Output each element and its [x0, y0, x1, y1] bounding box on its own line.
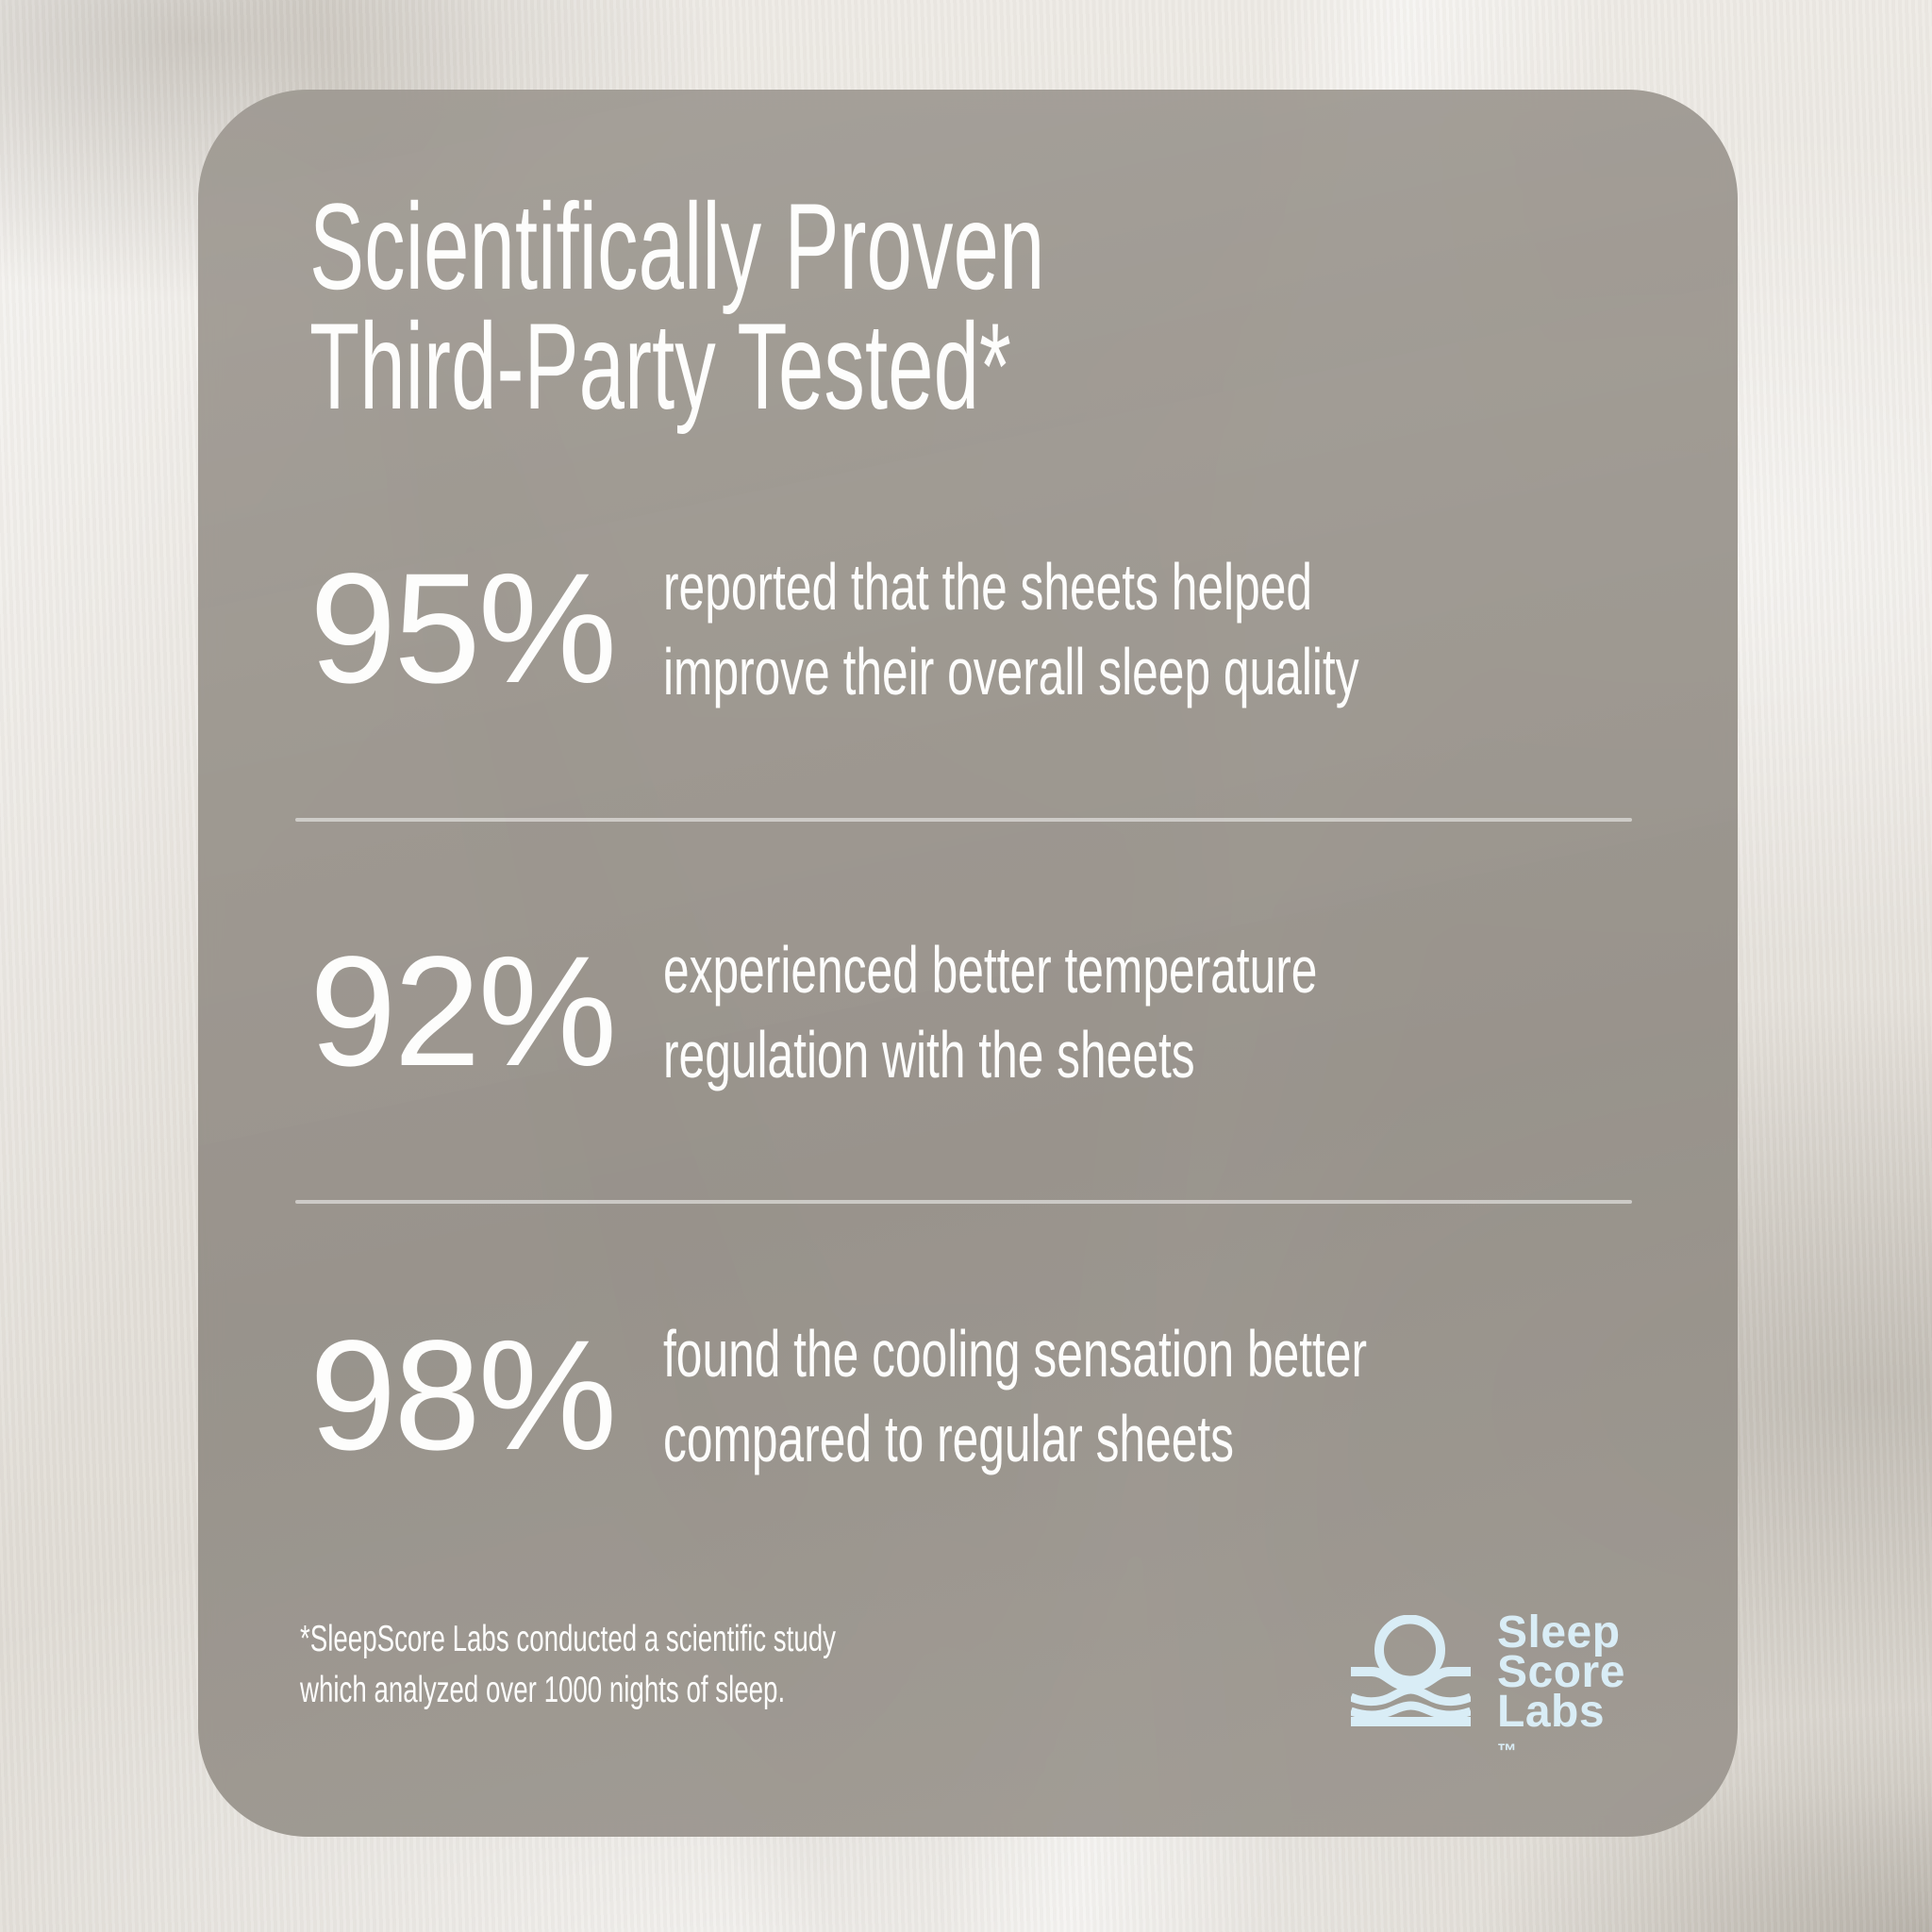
- title-line-2: Third-Party Tested*: [309, 297, 1011, 435]
- study-disclaimer: *SleepScore Labs conducted a scientific …: [300, 1614, 836, 1716]
- title-line-1: Scientifically Proven: [309, 177, 1045, 315]
- stat-desc-line: compared to regular sheets: [663, 1402, 1235, 1475]
- stat-description: reported that the sheets helped improve t…: [663, 544, 1359, 714]
- stat-desc-line: found the cooling sensation better: [663, 1317, 1368, 1391]
- stat-desc-line: experienced better temperature: [663, 933, 1318, 1007]
- stat-description: found the cooling sensation better compar…: [663, 1311, 1367, 1481]
- sleepscore-labs-logo: Sleep Score Labs ™: [1351, 1607, 1625, 1772]
- disclaimer-line: *SleepScore Labs conducted a scientific …: [300, 1619, 836, 1659]
- stat-desc-line: regulation with the sheets: [663, 1018, 1195, 1091]
- stat-row-temperature-regulation: 92% experienced better temperature regula…: [309, 918, 1626, 1107]
- stat-desc-line: improve their overall sleep quality: [663, 635, 1359, 708]
- sun-over-waves-icon: [1351, 1615, 1471, 1726]
- logo-word-sleep: Sleep: [1497, 1607, 1621, 1657]
- stat-desc-line: reported that the sheets helped: [663, 550, 1313, 624]
- divider: [295, 818, 1632, 822]
- logo-word-labs: Labs ™: [1497, 1687, 1625, 1772]
- card-title: Scientifically Proven Third-Party Tested*: [309, 177, 1045, 435]
- stat-row-cooling-sensation: 98% found the cooling sensation better co…: [309, 1302, 1626, 1491]
- disclaimer-line: which analyzed over 1000 nights of sleep…: [300, 1670, 786, 1710]
- stat-value: 95%: [309, 541, 617, 716]
- stat-row-sleep-quality: 95% reported that the sheets helped impro…: [309, 535, 1626, 724]
- logo-word-labs-text: Labs: [1497, 1687, 1606, 1737]
- stat-value: 98%: [309, 1308, 617, 1483]
- logo-word-score: Score: [1497, 1647, 1625, 1697]
- divider: [295, 1200, 1632, 1204]
- stats-card: Scientifically Proven Third-Party Tested*…: [198, 90, 1738, 1837]
- stat-value: 92%: [309, 924, 617, 1099]
- logo-wordmark: Sleep Score Labs ™: [1497, 1607, 1625, 1772]
- stat-description: experienced better temperature regulation…: [663, 927, 1317, 1097]
- trademark-symbol: ™: [1497, 1740, 1517, 1762]
